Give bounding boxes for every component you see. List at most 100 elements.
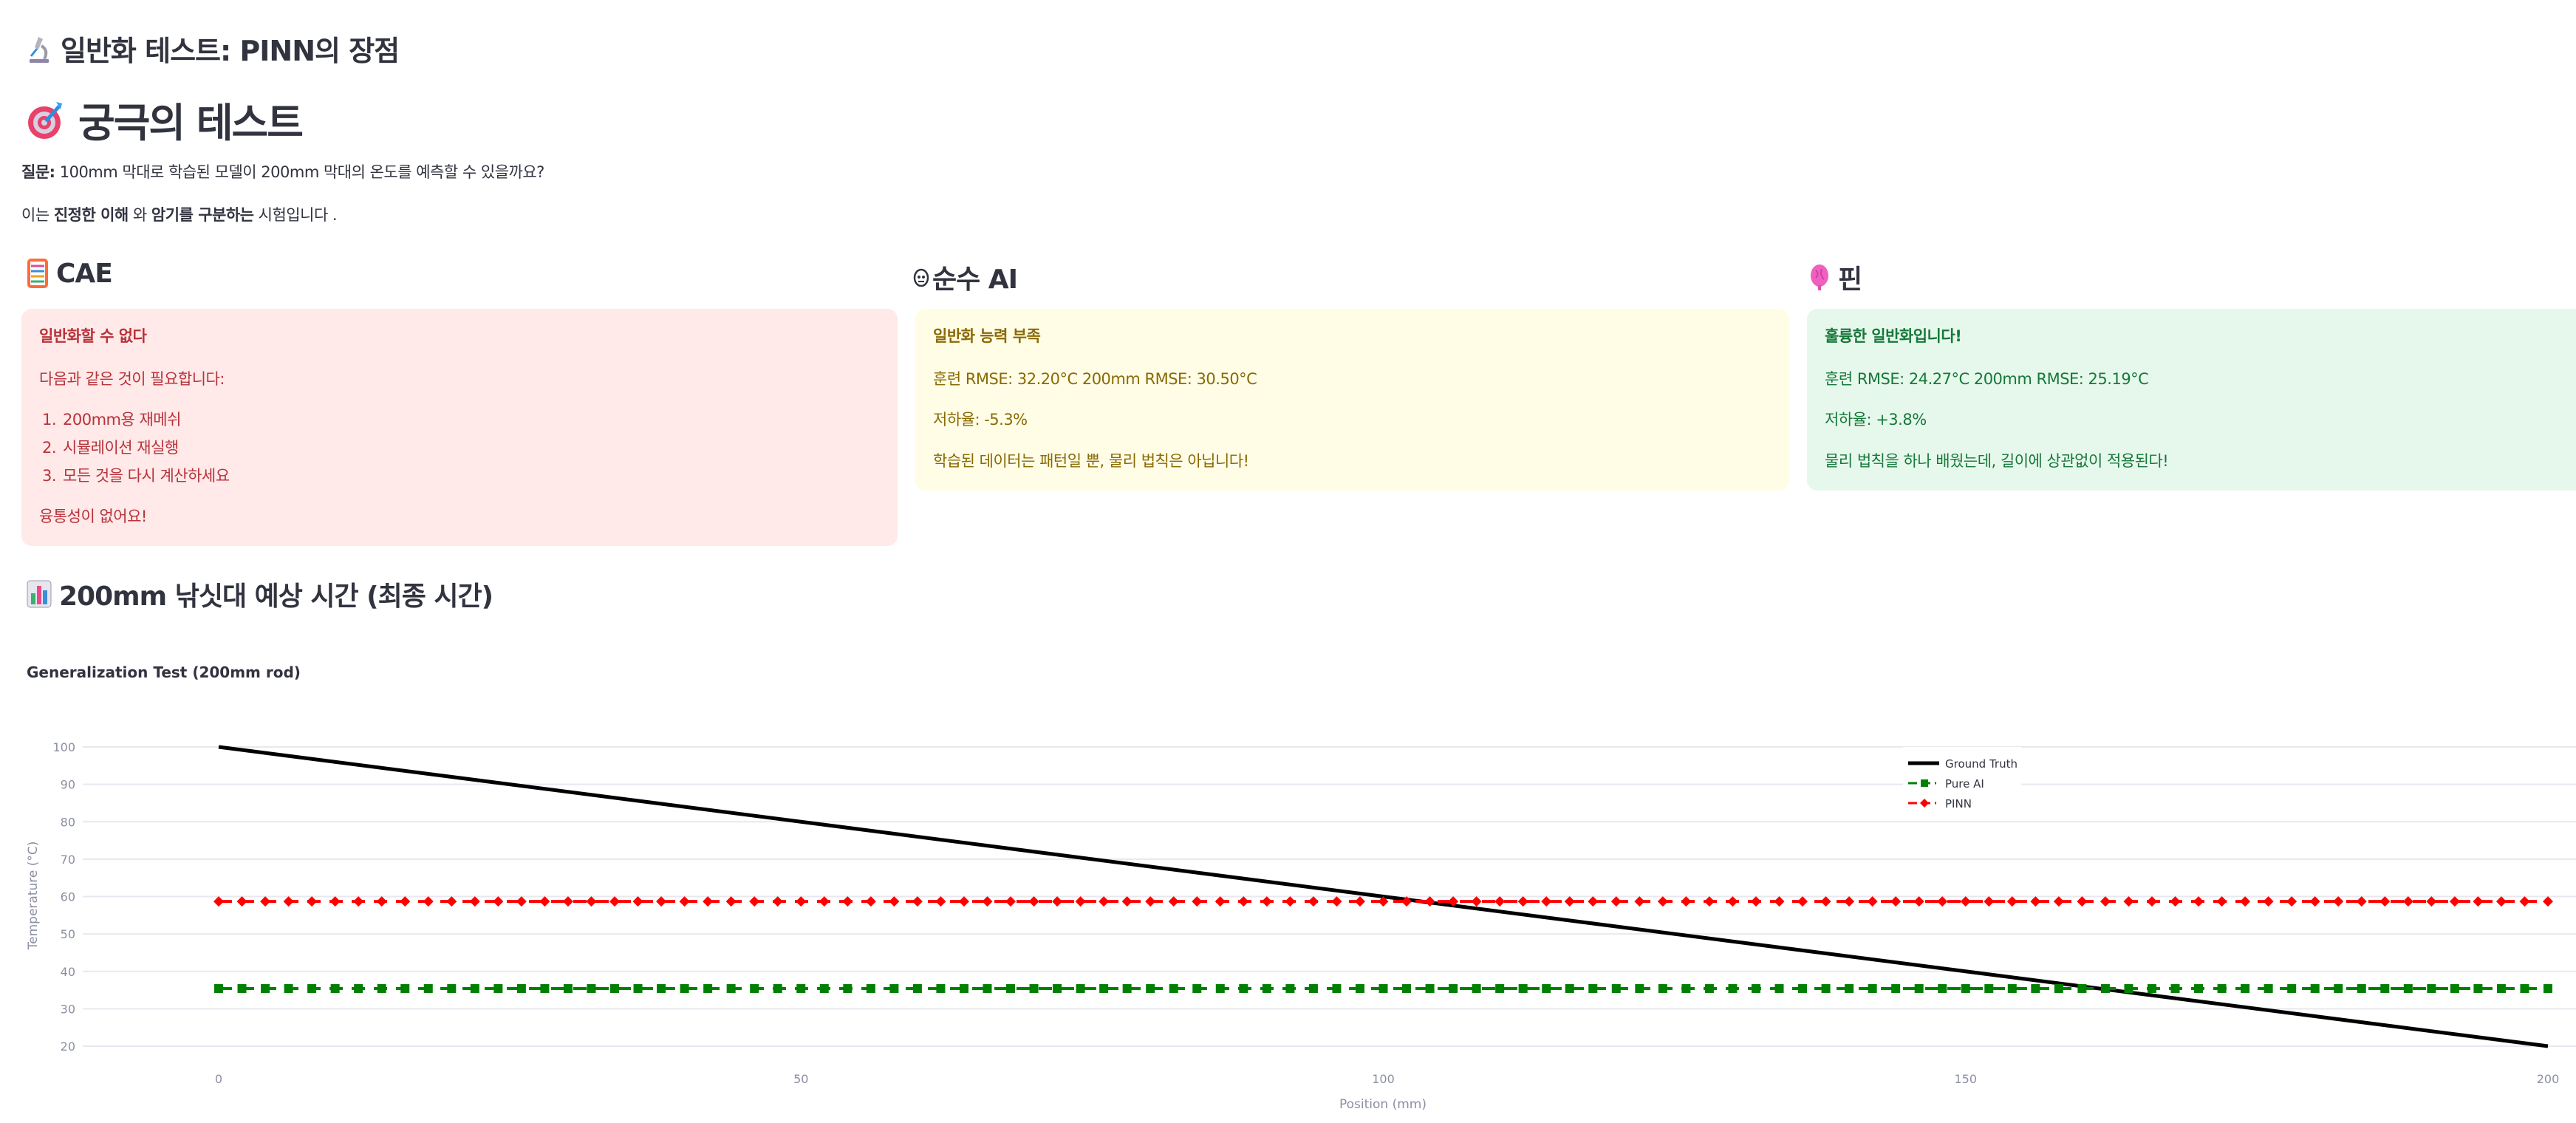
microscope-icon [30,36,49,63]
pure-ai-marker [2310,984,2320,994]
legend-label: Pure AI [1945,777,1984,791]
intro-text: 이는 [21,206,54,224]
pinn-marker [400,896,411,907]
column-heading-pure-ai: 순수 AI [913,258,1018,296]
intro-text: 시험입니다 . [253,206,338,224]
pure-ai-warning-alert: 일반화 능력 부족 훈련 RMSE: 32.20°C 200mm RMSE: 3… [915,309,1789,491]
list-item-text: 모든 것을 다시 계산하세요 [63,467,230,485]
pure-ai-marker [1542,984,1551,994]
pinn-marker [1121,896,1132,907]
pure-ai-marker [2217,984,2227,994]
pure-ai-marker [2403,984,2413,994]
pure-ai-marker [284,984,293,994]
pure-ai-marker [1658,984,1667,994]
rmse-metrics: 훈련 RMSE: 24.27°C 200mm RMSE: 25.19°C [1825,370,2149,388]
pure-ai-marker [1239,984,1248,994]
pure-ai-marker [2543,984,2552,994]
pure-ai-marker [866,984,875,994]
pinn-marker [2495,896,2507,907]
y-tick-label: 40 [61,965,75,979]
pure-ai-marker [2100,984,2110,994]
pure-ai-marker [1565,984,1574,994]
pure-ai-marker [330,984,340,994]
pure-ai-marker [1681,984,1691,994]
y-tick-label: 70 [61,853,75,867]
pinn-marker [2193,896,2204,907]
pinn-marker [1261,896,1272,907]
legend-item[interactable]: Pure AI [1908,777,1984,791]
legend-item[interactable]: Ground Truth [1908,757,2018,771]
pure-ai-marker [1704,984,1714,994]
pinn-marker [1774,896,1785,907]
pinn-marker [423,896,434,907]
pure-ai-marker [377,984,386,994]
pinn-marker [283,896,294,907]
pinn-marker [2333,896,2344,907]
chart-legend[interactable]: Ground Truth Pure AI PINN [1903,747,2021,821]
pinn-marker [2426,896,2437,907]
list-item: 2. 시뮬레이션 재실행 [42,439,179,457]
pinn-marker [1820,896,1831,907]
pinn-marker [1588,896,1599,907]
abacus-icon [27,259,48,288]
pinn-marker [1844,896,1855,907]
pure-ai-marker [1332,984,1342,994]
pinn-marker [2263,896,2274,907]
pure-ai-marker [1845,984,1854,994]
pure-ai-marker [1961,984,1970,994]
pinn-marker [1192,896,1203,907]
pure-ai-marker [261,984,270,994]
pinn-marker [2146,896,2157,907]
alert-footer: 융통성이 없어요! [39,508,147,525]
pinn-marker [1657,896,1668,907]
x-tick-label: 100 [1372,1072,1395,1086]
pinn-marker [1005,896,1017,907]
alert-title: 일반화 능력 부족 [933,327,1041,345]
heading-text: 순수 AI [932,264,1018,295]
pure-ai-marker [1984,984,1994,994]
pure-ai-marker [2264,984,2273,994]
heading-text: CAE [56,258,113,289]
pinn-marker [1285,896,1296,907]
list-item-text: 시뮬레이션 재실행 [63,439,179,457]
pinn-marker [562,896,573,907]
pinn-marker [1984,896,1995,907]
pure-ai-marker [2124,984,2133,994]
pinn-marker [1541,896,1552,907]
list-item: 1. 200mm용 재메쉬 [42,411,181,429]
pure-ai-marker [1868,984,1877,994]
pinn-marker [935,896,946,907]
column-heading-pinn: 핀 [1808,258,1862,296]
pure-ai-marker [400,984,410,994]
pure-ai-marker [1588,984,1598,994]
pinn-marker [1424,896,1435,907]
pinn-marker [1681,896,1692,907]
alert-title: 일반화할 수 없다 [39,327,147,345]
legend-item[interactable]: PINN [1908,797,1972,810]
pure-ai-marker [1006,984,1016,994]
pinn-marker [493,896,504,907]
rmse-metrics: 훈련 RMSE: 32.20°C 200mm RMSE: 30.50°C [933,370,1257,388]
pinn-marker [1750,896,1761,907]
pinn-marker [1867,896,1878,907]
y-tick-label: 60 [61,890,75,904]
pinn-marker [2356,896,2367,907]
pinn-marker [632,896,643,907]
legend-label: Ground Truth [1945,757,2018,771]
pure-ai-marker [936,984,946,994]
pinn-marker [1471,896,1482,907]
y-tick-label: 30 [61,1002,75,1016]
pure-ai-marker [2147,984,2156,994]
pure-ai-marker [1774,984,1784,994]
pure-ai-marker [2241,984,2250,994]
section-heading: 200mm 낚싯대 예상 시간 (최종 시간) [27,575,493,613]
pure-ai-marker [843,984,853,994]
cae-error-alert: 일반화할 수 없다 다음과 같은 것이 필요합니다: 1. 200mm용 재메쉬 … [21,309,898,546]
pinn-marker [329,896,341,907]
y-tick-label: 20 [61,1040,75,1054]
pure-ai-marker [237,984,247,994]
pinn-marker [725,896,737,907]
pinn-marker [958,896,969,907]
chart-title: Generalization Test (200mm rod) [27,663,301,681]
pure-ai-marker [2007,984,2017,994]
